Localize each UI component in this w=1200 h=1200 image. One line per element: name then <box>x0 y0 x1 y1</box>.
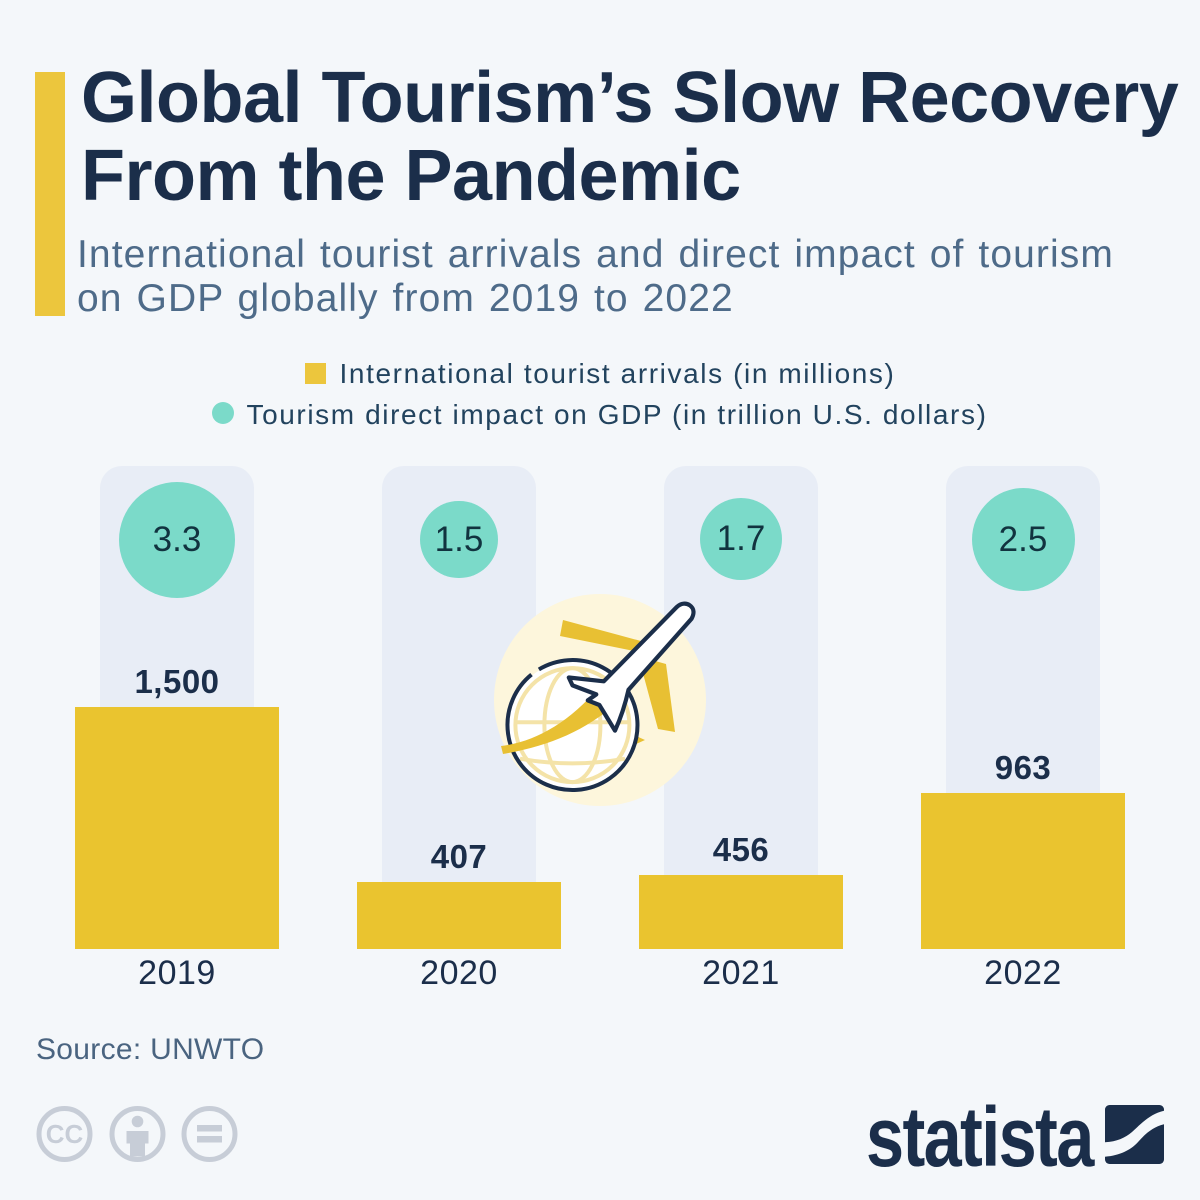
svg-text:CC: CC <box>46 1119 84 1149</box>
